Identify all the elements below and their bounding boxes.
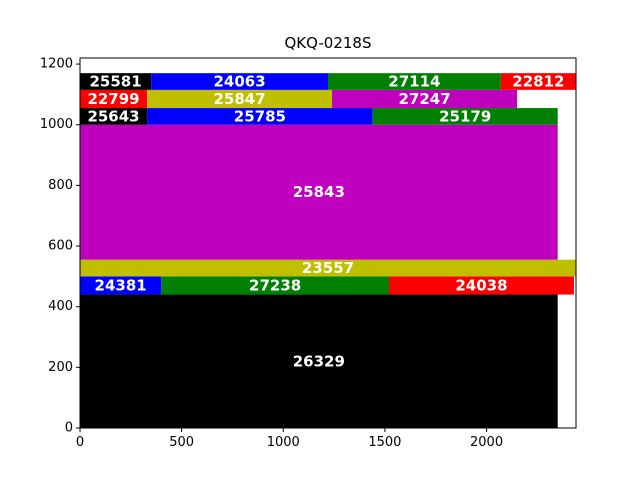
chart-title: QKQ-0218S	[285, 34, 372, 52]
rect-label: 25643	[87, 107, 139, 125]
rect-25643	[80, 108, 148, 125]
rect-25785	[147, 108, 373, 125]
rect-25847	[147, 89, 333, 109]
rect-22812	[500, 73, 576, 90]
x-tick-label: 1000	[267, 435, 300, 450]
rect-label: 24381	[95, 276, 147, 294]
y-tick-label: 1200	[40, 57, 73, 72]
rect-label: 25581	[89, 73, 141, 91]
rect-23557	[80, 259, 576, 277]
rect-25581	[80, 73, 152, 90]
y-tick-label: 400	[48, 299, 73, 314]
rect-label: 25843	[293, 183, 345, 201]
y-tick-label: 1000	[40, 117, 73, 132]
rect-27247	[332, 89, 518, 109]
y-tick-label: 800	[48, 178, 73, 193]
rect-24381	[80, 276, 162, 295]
rect-27238	[161, 276, 389, 295]
y-tick-label: 600	[48, 239, 73, 254]
rect-label: 27114	[388, 73, 440, 91]
rect-26329	[80, 294, 558, 428]
x-tick-label: 500	[169, 435, 194, 450]
rect-label: 25179	[439, 107, 491, 125]
rect-22799	[80, 89, 148, 109]
rect-label: 24063	[213, 73, 265, 91]
rect-25843	[80, 124, 558, 260]
rect-label: 25847	[213, 90, 265, 108]
rect-label: 23557	[302, 259, 354, 277]
y-tick-label: 200	[48, 360, 73, 375]
rect-label: 26329	[293, 352, 345, 370]
plot-frame	[79, 57, 577, 429]
rect-24038	[388, 276, 574, 295]
axes-layer: 0 500 1000 1500 2000 0 200 400 600 800 1000 1200	[40, 57, 577, 450]
rect-label: 25785	[234, 107, 286, 125]
rect-label: 27238	[249, 276, 301, 294]
rect-label: 27247	[398, 90, 450, 108]
x-tick-label: 2000	[470, 435, 503, 450]
rect-label: 22799	[87, 90, 139, 108]
rect-label: 24038	[455, 276, 507, 294]
rect-25179	[372, 108, 558, 125]
rect-27114	[328, 73, 501, 90]
rect-24063	[151, 73, 328, 90]
rectangles-layer: 26329 24381 27238 24038 23557 25843 25643 25785…	[80, 73, 576, 428]
x-tick-label: 0	[76, 435, 84, 450]
y-tick-label: 0	[65, 421, 73, 436]
rect-label: 22812	[512, 73, 564, 91]
x-tick-label: 1500	[368, 435, 401, 450]
